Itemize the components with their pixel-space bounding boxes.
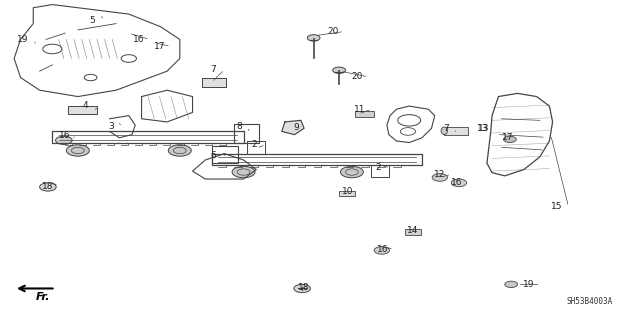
Circle shape <box>168 145 191 156</box>
Circle shape <box>340 166 364 178</box>
Text: 6: 6 <box>210 151 216 160</box>
Text: 18: 18 <box>298 283 310 292</box>
Bar <box>404 229 420 236</box>
Text: 2: 2 <box>252 140 257 149</box>
Circle shape <box>432 174 447 181</box>
Text: 19: 19 <box>524 280 535 289</box>
Bar <box>444 127 468 135</box>
Text: 20: 20 <box>351 72 363 81</box>
Bar <box>371 165 389 178</box>
Text: 14: 14 <box>406 226 418 235</box>
Circle shape <box>294 284 310 292</box>
Bar <box>202 78 227 87</box>
Text: 17: 17 <box>154 42 165 51</box>
Text: SH53B4003A: SH53B4003A <box>567 297 613 306</box>
Text: 10: 10 <box>342 187 353 196</box>
Circle shape <box>56 136 72 144</box>
Text: 5: 5 <box>90 16 95 25</box>
Text: 13: 13 <box>477 124 488 133</box>
Text: 18: 18 <box>42 181 53 190</box>
Text: 9: 9 <box>294 123 300 132</box>
Circle shape <box>307 35 320 41</box>
Text: Fr.: Fr. <box>36 292 50 302</box>
Text: 16: 16 <box>377 245 388 254</box>
Circle shape <box>232 166 255 178</box>
Bar <box>246 141 264 154</box>
Ellipse shape <box>441 127 447 135</box>
Circle shape <box>67 145 90 156</box>
Circle shape <box>333 67 346 73</box>
Circle shape <box>505 281 518 288</box>
Text: 11: 11 <box>355 105 366 114</box>
Bar <box>212 146 239 163</box>
Circle shape <box>504 136 516 142</box>
Bar <box>339 191 355 196</box>
Text: 16: 16 <box>60 131 71 140</box>
Text: 20: 20 <box>327 27 339 36</box>
Circle shape <box>451 179 467 187</box>
Bar <box>355 111 374 117</box>
Text: 19: 19 <box>17 35 28 44</box>
Text: 7: 7 <box>210 65 216 74</box>
Text: 12: 12 <box>434 170 445 179</box>
Text: 13: 13 <box>478 124 490 133</box>
Bar <box>68 106 97 114</box>
Text: 15: 15 <box>551 203 563 212</box>
Circle shape <box>40 183 56 191</box>
Text: 8: 8 <box>236 122 242 131</box>
Polygon shape <box>282 120 304 135</box>
Text: 16: 16 <box>132 35 144 44</box>
Text: 4: 4 <box>83 101 88 110</box>
Text: 16: 16 <box>451 178 463 187</box>
Text: 7: 7 <box>444 124 449 133</box>
Text: 3: 3 <box>108 122 114 131</box>
Text: 2: 2 <box>376 164 381 172</box>
Bar <box>234 124 259 142</box>
Circle shape <box>374 247 390 254</box>
Text: 17: 17 <box>502 133 514 142</box>
